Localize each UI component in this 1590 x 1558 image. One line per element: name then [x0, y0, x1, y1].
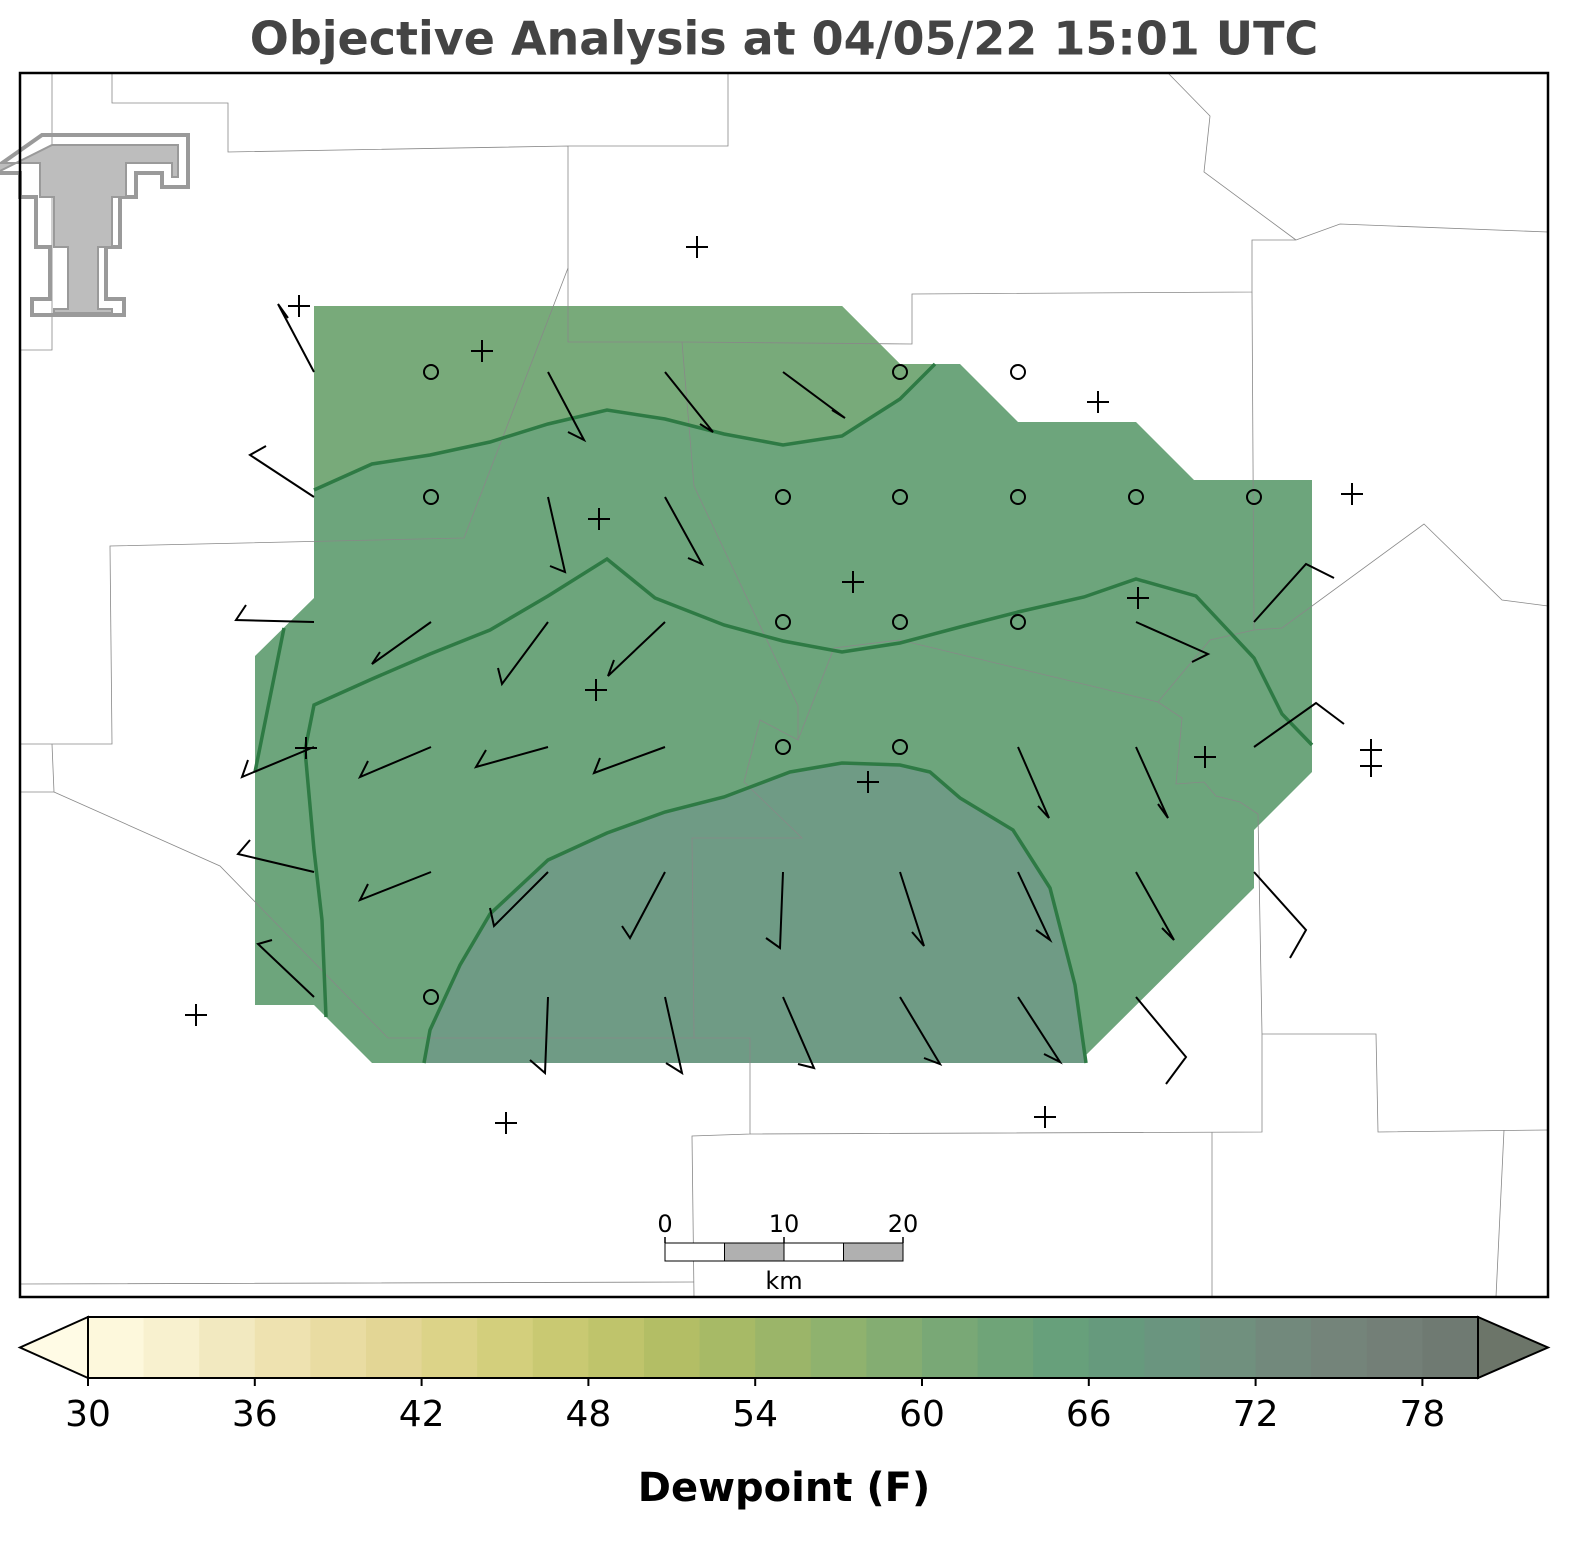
colorbar-segment: [1311, 1317, 1368, 1378]
colorbar-segment: [977, 1317, 1034, 1378]
colorbar-segment: [699, 1317, 756, 1378]
colorbar-segment: [1366, 1317, 1423, 1378]
colorbar-extension: [17, 1315, 89, 1380]
colorbar-tick-label: 48: [565, 1394, 611, 1435]
colorbar-segment: [1033, 1317, 1090, 1378]
colorbar-segment: [88, 1317, 145, 1378]
colorbar-segment: [922, 1317, 979, 1378]
colorbar-segment: [366, 1317, 423, 1378]
colorbar-frame: [87, 1316, 1479, 1379]
colorbar-segment: [254, 1317, 311, 1378]
county-lines: [19, 72, 1549, 1298]
colorbar: 30 36 42 48 54 60 66 72 78: [17, 1315, 1551, 1435]
contours: [253, 362, 1314, 1064]
map: 0 10 20 km: [0, 71, 1550, 1299]
colorbar-tick-label: 60: [899, 1394, 945, 1435]
colorbar-segment: [310, 1317, 367, 1378]
colorbar-tick-label: 54: [732, 1394, 778, 1435]
title: Objective Analysis at 04/05/22 15:01 UTC: [250, 12, 1319, 66]
colorbar-segment: [755, 1317, 812, 1378]
scale-segment: [664, 1242, 725, 1262]
scale-segment: [783, 1242, 844, 1262]
colorbar-tick-label: 30: [65, 1394, 111, 1435]
scale-segment: [843, 1242, 904, 1262]
colorbar-segment: [588, 1317, 645, 1378]
colorbar-segment: [532, 1317, 589, 1378]
stations: [185, 236, 1382, 1134]
scale-unit: km: [765, 1267, 802, 1295]
colorbar-segment: [477, 1317, 534, 1378]
colorbar-segment: [1255, 1317, 1312, 1378]
colorbar-extension: [1477, 1315, 1551, 1380]
colorbar-segment: [199, 1317, 256, 1378]
dewpoint-fill: [255, 306, 1312, 1063]
colorbar-tick-label: 72: [1233, 1394, 1279, 1435]
colorbar-tick-label: 42: [399, 1394, 445, 1435]
scale-tick-label: 0: [657, 1210, 672, 1238]
wind-barbs: [234, 303, 1345, 1085]
colorbar-tick-label: 36: [232, 1394, 278, 1435]
map-frame: [18, 71, 1550, 1299]
scale-tick-label: 20: [888, 1210, 919, 1238]
colorbar-segment: [421, 1317, 478, 1378]
colorbar-segment: [143, 1317, 200, 1378]
scale-tick-label: 10: [769, 1210, 800, 1238]
colorbar-segment: [644, 1317, 701, 1378]
colorbar-segment: [1422, 1317, 1479, 1378]
colorbar-segment: [866, 1317, 923, 1378]
scale-bar: 0 10 20 km: [657, 1210, 918, 1295]
dewpoint-fill: [424, 763, 1086, 1063]
scale-segment: [724, 1242, 785, 1262]
colorbar-segment: [1088, 1317, 1145, 1378]
colorbar-segment: [1144, 1317, 1201, 1378]
colorbar-segment: [1200, 1317, 1257, 1378]
colorbar-tick-label: 66: [1066, 1394, 1112, 1435]
colorbar-tick-label: 78: [1399, 1394, 1445, 1435]
colorbar-label: Dewpoint (F): [638, 1465, 931, 1511]
colorbar-segment: [810, 1317, 867, 1378]
